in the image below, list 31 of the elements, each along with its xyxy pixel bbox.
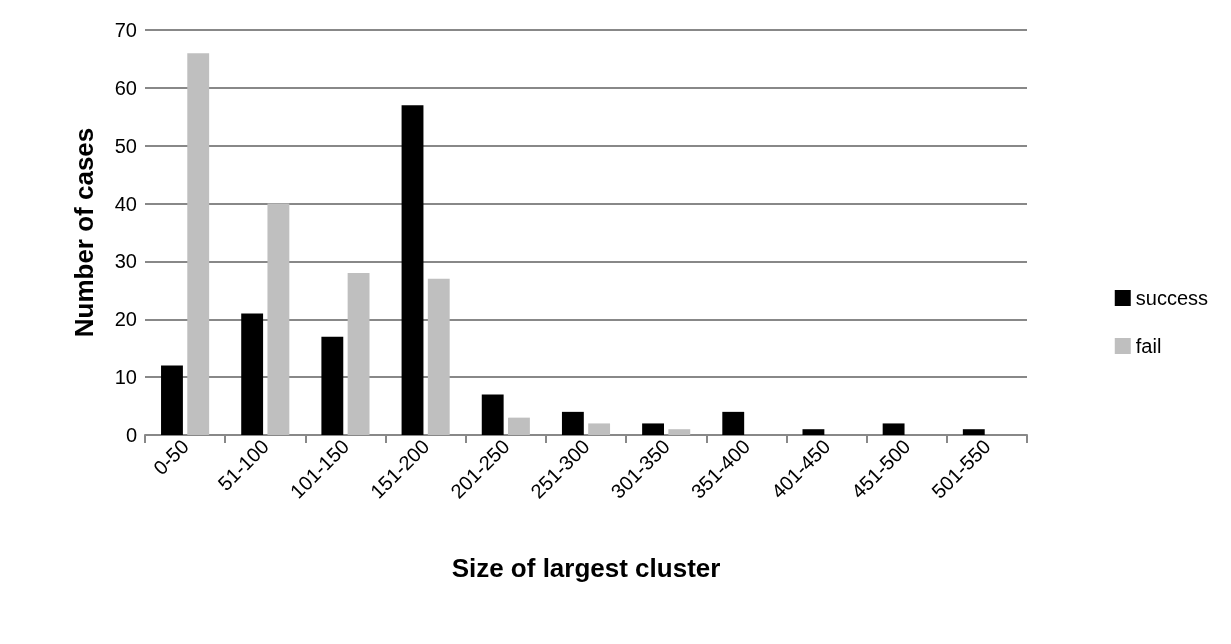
bar <box>481 394 504 435</box>
bar <box>241 313 264 435</box>
bar <box>347 273 370 435</box>
y-tick-label: 10 <box>114 366 137 389</box>
bar <box>882 423 905 435</box>
bar <box>668 429 691 435</box>
y-tick-label: 40 <box>114 192 137 215</box>
y-axis-title: Number of cases <box>69 127 99 338</box>
y-tick-label: 50 <box>114 134 137 157</box>
y-tick-label: 0 <box>125 424 137 446</box>
y-tick-label: 70 <box>114 19 137 41</box>
legend-label: fail <box>1135 335 1162 357</box>
bar <box>187 53 210 435</box>
legend-label: success <box>1135 287 1208 309</box>
bar <box>161 365 183 435</box>
x-tick-label: 0-50 <box>149 435 193 480</box>
y-tick-label: 30 <box>114 250 137 273</box>
bar <box>401 105 424 435</box>
bar <box>427 278 450 435</box>
y-tick-label: 60 <box>114 76 137 99</box>
bar <box>508 417 530 435</box>
y-tick-label: 20 <box>114 308 137 331</box>
bar <box>642 423 664 435</box>
bar <box>561 411 584 435</box>
bar <box>321 336 344 435</box>
bar <box>588 423 611 435</box>
bar <box>267 203 290 435</box>
bar <box>962 429 985 435</box>
x-axis-title: Size of largest cluster <box>451 553 721 583</box>
bar <box>722 411 745 435</box>
bar <box>802 429 825 435</box>
